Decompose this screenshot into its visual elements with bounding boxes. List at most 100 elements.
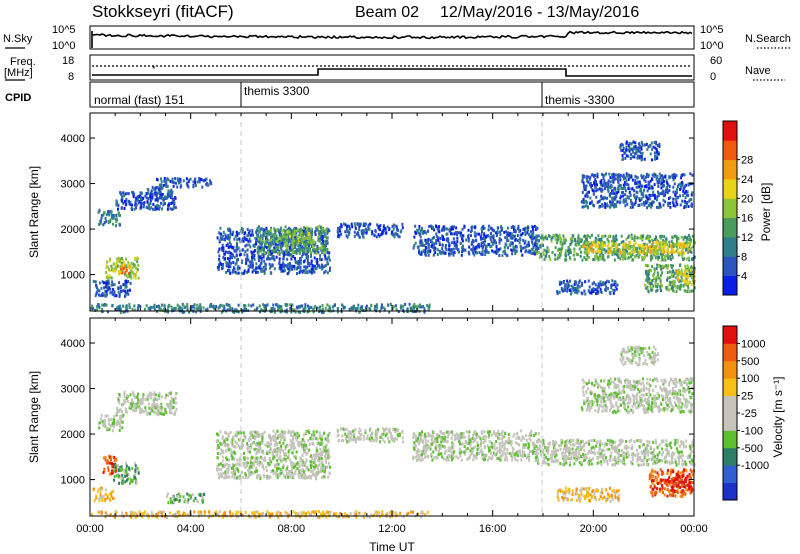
power-cell — [445, 248, 448, 252]
power-cell — [427, 253, 430, 257]
power-cell — [615, 253, 618, 257]
power-cell — [631, 155, 634, 159]
power-cell — [657, 264, 660, 268]
power-cell — [654, 155, 657, 159]
power-cell — [642, 195, 645, 199]
power-cell — [527, 242, 530, 246]
power-cell — [137, 306, 139, 310]
power-cell — [690, 197, 693, 201]
power-cell — [244, 304, 247, 308]
power-cell — [564, 254, 567, 258]
power-cell — [120, 261, 123, 265]
power-cell — [285, 246, 288, 249]
power-cell — [537, 234, 540, 238]
power-cell — [594, 180, 597, 184]
power-cell — [634, 174, 637, 178]
power-cell — [290, 237, 293, 241]
power-cell — [653, 267, 656, 271]
power-cell — [98, 208, 101, 212]
power-cell — [434, 224, 437, 228]
power-cell — [675, 270, 678, 274]
power-cell — [677, 278, 680, 282]
power-cell — [318, 264, 321, 268]
power-cell — [257, 251, 260, 255]
power-cell — [564, 238, 567, 242]
power-cell — [511, 252, 514, 256]
power-cell — [419, 243, 422, 247]
power-cell — [674, 190, 677, 194]
velocity-cell — [199, 494, 202, 497]
power-cell — [161, 207, 163, 211]
power-cell — [292, 236, 295, 240]
power-cell — [246, 248, 249, 252]
power-cell — [326, 236, 328, 240]
power-cell — [118, 259, 121, 263]
velocity-cell — [135, 406, 138, 410]
power-cell — [641, 176, 643, 180]
power-cell — [437, 225, 440, 229]
power-cell — [669, 250, 672, 254]
power-cell — [222, 230, 225, 234]
power-cell — [600, 172, 603, 176]
power-cell — [238, 231, 241, 235]
power-cell — [321, 238, 324, 241]
power-cell — [666, 271, 669, 274]
power-cell — [654, 246, 657, 250]
power-cell — [658, 248, 661, 252]
power-cell — [549, 257, 552, 261]
power-cell — [603, 241, 606, 245]
power-cell — [96, 308, 98, 312]
power-cell — [324, 264, 327, 268]
power-cell — [224, 233, 227, 237]
power-cell — [645, 244, 648, 248]
power-colorbar-swatch — [723, 237, 737, 257]
power-cell — [278, 233, 281, 237]
power-cell — [263, 269, 266, 273]
power-cell — [645, 272, 648, 276]
power-cell — [673, 172, 676, 176]
velocity-cell — [100, 495, 103, 499]
power-colorbar-swatch — [723, 140, 737, 161]
power-cell — [283, 252, 286, 256]
power-cell — [648, 277, 650, 281]
power-cell — [131, 203, 133, 207]
velocity-cell — [98, 487, 101, 491]
power-cell — [148, 202, 151, 206]
power-cell — [154, 186, 157, 190]
power-cell — [266, 234, 269, 238]
power-cell — [581, 281, 584, 285]
power-cell — [127, 280, 130, 283]
velocity-cell — [139, 411, 142, 415]
power-cell — [118, 213, 121, 217]
power-cell — [683, 173, 686, 177]
power-cell — [509, 236, 512, 239]
power-cell — [256, 239, 259, 243]
power-cell — [587, 279, 590, 283]
power-cell — [283, 269, 286, 272]
velocity-cell — [136, 466, 139, 470]
velocity-cell — [154, 393, 157, 397]
power-cell — [662, 266, 665, 270]
power-cell — [396, 233, 399, 236]
power-cell — [574, 290, 577, 294]
velocity-cell — [129, 404, 132, 408]
power-cell — [642, 257, 645, 261]
power-cell — [105, 219, 108, 223]
power-cell — [210, 182, 213, 186]
power-cell — [660, 267, 663, 271]
power-cell — [259, 246, 262, 250]
power-cell — [98, 289, 101, 293]
power-cell — [124, 293, 127, 297]
power-cell — [627, 235, 630, 239]
power-cell — [134, 276, 137, 280]
power-cell — [129, 271, 132, 275]
power-cell — [432, 253, 435, 257]
velocity-cell — [131, 399, 134, 403]
power-cell — [480, 252, 483, 256]
power-cell — [267, 243, 270, 247]
power-cell — [637, 243, 640, 247]
power-cell — [680, 275, 683, 279]
power-cell — [152, 305, 155, 309]
power-cell — [510, 242, 513, 245]
power-cell — [246, 228, 249, 231]
